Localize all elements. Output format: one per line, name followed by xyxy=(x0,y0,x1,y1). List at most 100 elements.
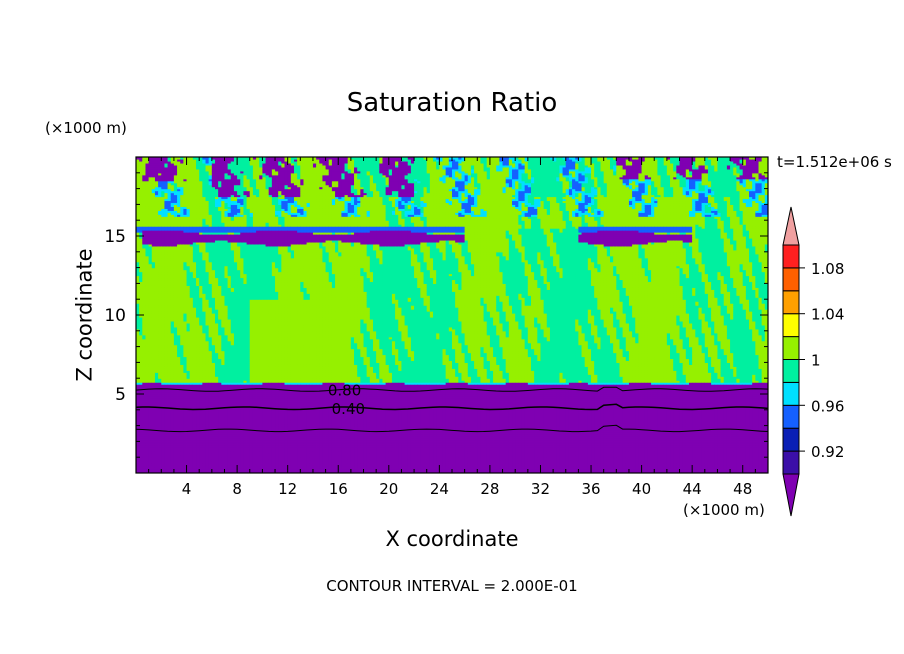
field-cell xyxy=(142,305,147,308)
field-cell xyxy=(158,267,162,271)
field-cell xyxy=(139,334,143,338)
field-cell xyxy=(139,234,143,237)
field-cell xyxy=(139,178,143,182)
field-cell xyxy=(167,415,172,419)
field-cell xyxy=(139,336,143,340)
field-cell xyxy=(164,453,169,456)
field-cell xyxy=(148,433,153,437)
field-cell xyxy=(142,382,147,385)
field-cell xyxy=(161,281,166,284)
field-cell xyxy=(164,261,169,265)
field-cell xyxy=(164,346,169,350)
field-cell xyxy=(161,279,166,283)
field-cell xyxy=(170,423,175,427)
field-cell xyxy=(158,307,162,310)
field-cell xyxy=(151,160,156,164)
field-cell xyxy=(167,401,172,405)
field-cell xyxy=(164,366,169,369)
field-cell xyxy=(142,320,147,324)
field-cell xyxy=(167,419,172,423)
field-cell xyxy=(145,176,150,180)
field-cell xyxy=(154,277,159,281)
field-cell xyxy=(167,305,172,308)
field-cell xyxy=(154,463,159,466)
field-cell xyxy=(151,157,156,160)
field-cell xyxy=(161,340,166,344)
field-cell xyxy=(142,186,147,190)
field-cell xyxy=(145,364,150,367)
field-cell xyxy=(154,253,159,257)
field-cell xyxy=(158,198,162,202)
field-cell xyxy=(145,251,150,255)
field-cell xyxy=(142,234,147,237)
field-cell xyxy=(161,220,166,223)
field-cell xyxy=(145,368,150,371)
field-cell xyxy=(136,232,140,235)
field-cell xyxy=(158,263,162,267)
field-cell xyxy=(139,257,143,261)
field-cell xyxy=(136,202,140,206)
field-cell xyxy=(151,226,156,229)
field-cell xyxy=(167,326,172,330)
field-cell xyxy=(170,469,175,472)
field-cell xyxy=(170,431,175,435)
field-cell xyxy=(151,320,156,324)
field-cell xyxy=(161,198,166,202)
field-cell xyxy=(145,200,150,204)
field-cell xyxy=(167,449,172,452)
field-cell xyxy=(161,445,166,448)
field-cell xyxy=(158,281,162,284)
field-cell xyxy=(158,172,162,176)
field-cell xyxy=(161,243,166,247)
field-cell xyxy=(136,291,140,294)
field-cell xyxy=(164,431,169,435)
field-cell xyxy=(148,293,153,296)
field-cell xyxy=(139,190,143,194)
field-cell xyxy=(154,243,159,247)
field-cell xyxy=(142,291,147,294)
field-cell xyxy=(161,180,166,184)
field-cell xyxy=(136,340,140,344)
field-cell xyxy=(151,234,156,237)
field-cell xyxy=(145,241,150,245)
field-cell xyxy=(136,330,140,334)
field-cell xyxy=(142,344,147,348)
field-cell xyxy=(161,301,166,304)
field-cell xyxy=(139,305,143,308)
field-cell xyxy=(145,206,150,209)
field-cell xyxy=(148,336,153,340)
field-cell xyxy=(151,397,156,401)
field-cell xyxy=(136,445,140,448)
field-cell xyxy=(154,332,159,336)
field-cell xyxy=(164,451,169,454)
field-cell xyxy=(154,427,159,431)
field-cell xyxy=(139,164,143,168)
field-cell xyxy=(145,239,150,243)
field-cell xyxy=(154,469,159,472)
field-cell xyxy=(145,291,150,294)
field-cell xyxy=(136,200,140,204)
field-cell xyxy=(170,386,175,389)
field-cell xyxy=(167,443,172,446)
field-cell xyxy=(164,226,169,229)
field-cell xyxy=(167,166,172,170)
field-cell xyxy=(164,239,169,243)
field-cell xyxy=(142,326,147,330)
field-cell xyxy=(151,257,156,261)
field-cell xyxy=(148,192,153,196)
field-cell xyxy=(142,222,147,225)
field-cell xyxy=(139,324,143,328)
field-cell xyxy=(145,295,150,298)
field-cell xyxy=(139,170,143,174)
field-cell xyxy=(139,326,143,330)
field-cell xyxy=(136,338,140,342)
field-cell xyxy=(148,313,153,316)
field-cell xyxy=(158,206,162,209)
field-cell xyxy=(151,168,156,172)
field-cell xyxy=(164,287,169,290)
field-cell xyxy=(167,277,172,281)
field-cell xyxy=(151,380,156,383)
field-cell xyxy=(154,190,159,194)
field-cell xyxy=(158,463,162,466)
field-cell xyxy=(142,354,147,358)
